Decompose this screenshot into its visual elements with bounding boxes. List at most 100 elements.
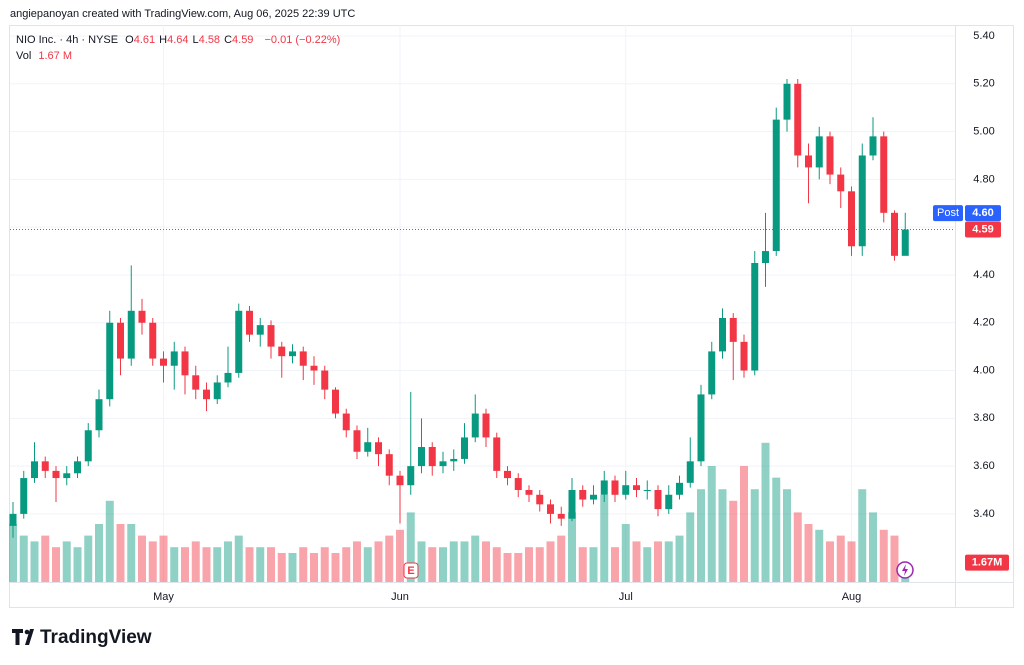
volume-bar xyxy=(116,524,125,582)
volume-bar xyxy=(514,553,523,582)
volume-bar xyxy=(449,541,458,582)
candle-body xyxy=(342,413,350,431)
candle-body xyxy=(332,389,339,414)
volume-bar xyxy=(202,547,211,582)
volume-bar xyxy=(654,541,662,582)
volume-bar xyxy=(105,500,114,582)
volume-bar xyxy=(277,553,286,582)
legend-line: NIO Inc. · 4h · NYSE O4.61 H4.64 L4.58 C4.5… xyxy=(16,34,344,46)
volume-bar xyxy=(664,541,673,582)
volume-bar xyxy=(675,535,684,582)
volume-bar xyxy=(729,500,738,582)
candle-body xyxy=(568,490,576,519)
candle-body xyxy=(267,325,275,347)
volume-bar xyxy=(761,442,770,582)
candle-body xyxy=(686,461,694,483)
candle-body xyxy=(170,351,178,366)
volume-bar xyxy=(234,535,243,582)
volume-bar xyxy=(138,535,146,582)
volume-bar xyxy=(772,477,781,582)
volume-bar xyxy=(256,547,265,582)
candle-body xyxy=(525,490,533,495)
logo-text: TradingView xyxy=(40,627,152,648)
candle-body xyxy=(235,310,243,373)
candle-body xyxy=(95,399,103,431)
candle-body xyxy=(547,504,554,514)
volume-bar xyxy=(363,547,372,582)
volume-bar xyxy=(439,547,447,582)
candle-body xyxy=(138,310,146,323)
post-tag xyxy=(933,205,963,222)
volume-bar xyxy=(374,541,383,582)
candle-body xyxy=(815,136,823,168)
candle-body xyxy=(439,461,447,467)
candle-body xyxy=(20,478,28,514)
legend-change: −0.01 (−0.22%) xyxy=(264,34,341,46)
candle-body xyxy=(256,325,264,335)
candle-body xyxy=(611,480,619,495)
volume-bar xyxy=(890,535,899,582)
candle-body xyxy=(418,446,425,467)
candle-body xyxy=(493,437,501,471)
volume-bar xyxy=(546,541,555,582)
candle-body xyxy=(160,358,167,366)
alert-icon xyxy=(896,561,914,579)
attribution: angiepanoyan created with TradingView.co… xyxy=(10,8,355,20)
y-tick-label: 5.00 xyxy=(973,125,994,137)
volume-bar xyxy=(858,489,867,582)
candle-body xyxy=(665,494,673,510)
volume-bar xyxy=(740,466,748,582)
volume-bar xyxy=(643,547,652,582)
candle-body xyxy=(450,458,458,462)
ohlc-label: O xyxy=(125,34,134,46)
candle-body xyxy=(557,513,565,519)
volume-bar xyxy=(492,547,501,582)
volume-bar xyxy=(170,547,179,582)
candle-body xyxy=(708,351,716,395)
volume-bar xyxy=(482,541,490,582)
candle-body xyxy=(869,136,877,156)
volume-bar xyxy=(62,541,71,582)
candle-body xyxy=(41,461,49,471)
y-tick-label: 3.80 xyxy=(973,412,994,424)
last-price-text: 4.59 xyxy=(972,223,993,235)
candle-body xyxy=(364,442,372,452)
volume-bar xyxy=(750,489,759,582)
ohlc-value: 4.58 xyxy=(198,34,221,46)
candle-body xyxy=(299,351,307,366)
volume-bar xyxy=(557,535,566,582)
volume-bar xyxy=(245,547,254,582)
candle-body xyxy=(127,310,135,359)
candle-body xyxy=(471,413,479,438)
candle-body xyxy=(9,513,17,526)
x-tick-label: Jun xyxy=(391,591,409,603)
y-tick-label: 4.80 xyxy=(973,173,994,185)
volume-bar xyxy=(95,524,103,582)
candle-body xyxy=(213,382,221,400)
y-tick-label: 5.20 xyxy=(973,78,994,90)
candle-body xyxy=(289,351,296,357)
candle-body xyxy=(654,490,662,510)
volume-bar xyxy=(73,547,82,582)
candle-body xyxy=(461,437,468,459)
earnings-marker: E xyxy=(407,565,414,577)
volume-bar xyxy=(191,541,200,582)
y-tick-label: 3.40 xyxy=(973,508,994,520)
ohlc: O4.61 H4.64 L4.58 C4.59 xyxy=(125,34,257,46)
volume-bar xyxy=(793,512,802,582)
volume-bar xyxy=(611,547,619,582)
candle-body xyxy=(106,322,114,400)
volume-label: Vol xyxy=(16,50,32,62)
candle-body xyxy=(192,375,200,390)
candle-body xyxy=(633,485,640,491)
candle-body xyxy=(579,490,587,500)
volume-bar xyxy=(589,547,598,582)
volume-bar xyxy=(396,529,404,582)
volume-bar xyxy=(869,512,877,582)
candle-body xyxy=(203,389,210,400)
volume-bar xyxy=(342,547,351,582)
y-tick-label: 5.40 xyxy=(973,30,994,42)
post-price-text: 4.60 xyxy=(972,207,993,219)
candle-body xyxy=(149,322,157,359)
